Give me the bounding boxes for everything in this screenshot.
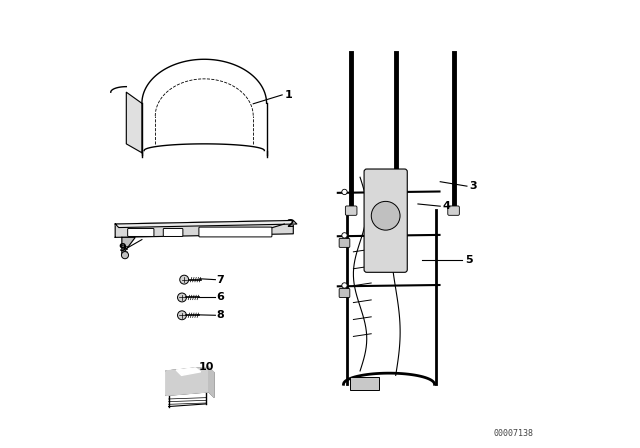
Text: 8: 8 — [217, 310, 225, 320]
Text: 5: 5 — [465, 254, 472, 265]
FancyBboxPatch shape — [364, 169, 407, 272]
FancyBboxPatch shape — [350, 377, 379, 390]
Polygon shape — [115, 220, 293, 237]
Text: 1: 1 — [284, 90, 292, 100]
Text: 00007138: 00007138 — [493, 429, 534, 438]
Polygon shape — [166, 367, 214, 376]
FancyBboxPatch shape — [346, 206, 357, 215]
Circle shape — [342, 189, 347, 194]
Circle shape — [342, 283, 347, 288]
Text: 9: 9 — [118, 243, 126, 254]
Circle shape — [371, 202, 400, 230]
Polygon shape — [115, 220, 297, 228]
FancyBboxPatch shape — [199, 227, 272, 237]
Circle shape — [342, 233, 347, 238]
Circle shape — [177, 311, 186, 320]
FancyBboxPatch shape — [448, 206, 460, 215]
FancyBboxPatch shape — [127, 228, 154, 237]
Circle shape — [180, 275, 189, 284]
Polygon shape — [166, 367, 209, 396]
Text: 3: 3 — [469, 181, 477, 191]
Polygon shape — [176, 368, 201, 375]
FancyBboxPatch shape — [390, 206, 401, 215]
Text: 2: 2 — [287, 219, 294, 229]
Polygon shape — [122, 237, 135, 255]
Circle shape — [177, 293, 186, 302]
Polygon shape — [126, 92, 142, 153]
FancyBboxPatch shape — [339, 289, 350, 297]
Text: 10: 10 — [199, 362, 214, 372]
Text: 4: 4 — [442, 201, 451, 211]
FancyBboxPatch shape — [339, 238, 350, 247]
Polygon shape — [209, 367, 214, 397]
Text: 6: 6 — [217, 292, 225, 302]
Circle shape — [122, 252, 129, 259]
FancyBboxPatch shape — [163, 228, 183, 237]
Text: 7: 7 — [217, 275, 225, 284]
